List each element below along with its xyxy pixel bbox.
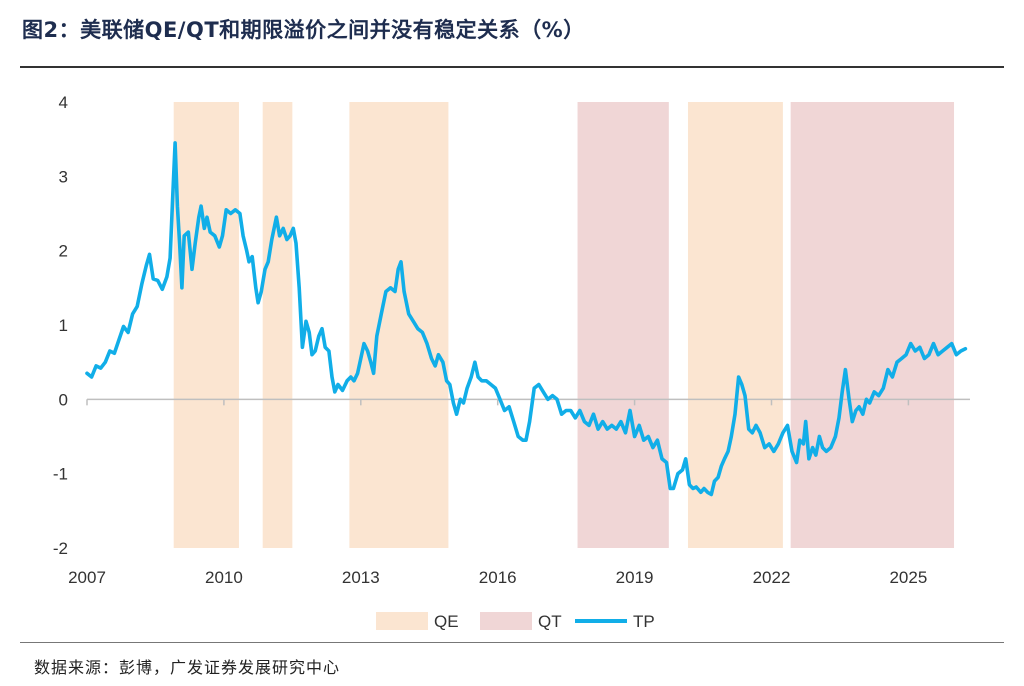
x-tick-label: 2007 <box>68 568 106 587</box>
qe-band <box>349 102 449 548</box>
x-tick-label: 2010 <box>205 568 243 587</box>
qe-band <box>262 102 293 548</box>
legend-label-qe: QE <box>434 612 459 631</box>
series-line-tp <box>85 141 968 497</box>
x-axis: 2007 2010 2013 2016 2019 2022 2025 <box>68 399 927 587</box>
x-tick-label: 2016 <box>479 568 517 587</box>
chart-title: 图2：美联储QE/QT和期限溢价之间并没有稳定关系（%） <box>22 18 585 42</box>
x-tick-label: 2025 <box>889 568 927 587</box>
series-layer <box>85 141 968 497</box>
legend-swatch-qe <box>376 612 428 630</box>
source-divider <box>20 642 1004 643</box>
qe-band <box>173 102 239 548</box>
y-tick-label: 4 <box>59 93 68 112</box>
y-tick-label: 0 <box>59 390 68 409</box>
chart: -2 -1 0 1 2 3 4 2007 2010 2013 2016 2019 2022 2025 Q… <box>53 93 970 631</box>
x-tick-label: 2022 <box>753 568 791 587</box>
y-tick-label: -1 <box>53 465 68 484</box>
y-tick-label: -2 <box>53 539 68 558</box>
y-tick-label: 3 <box>59 167 68 186</box>
source-note: 数据来源：彭博，广发证券发展研究中心 <box>34 658 341 677</box>
title-divider <box>20 66 1004 68</box>
y-axis: -2 -1 0 1 2 3 4 <box>53 93 68 558</box>
legend-label-qt: QT <box>538 612 562 631</box>
legend-swatch-qt <box>480 612 532 630</box>
y-tick-label: 2 <box>59 242 68 261</box>
qe-band <box>687 102 783 548</box>
x-tick-label: 2019 <box>616 568 654 587</box>
qt-band <box>790 102 955 548</box>
legend-label-tp: TP <box>633 612 655 631</box>
legend: QE QT TP <box>376 612 655 631</box>
x-tick-label: 2013 <box>342 568 380 587</box>
y-tick-label: 1 <box>59 316 68 335</box>
shaded-periods <box>173 102 955 548</box>
qt-band <box>577 102 669 548</box>
